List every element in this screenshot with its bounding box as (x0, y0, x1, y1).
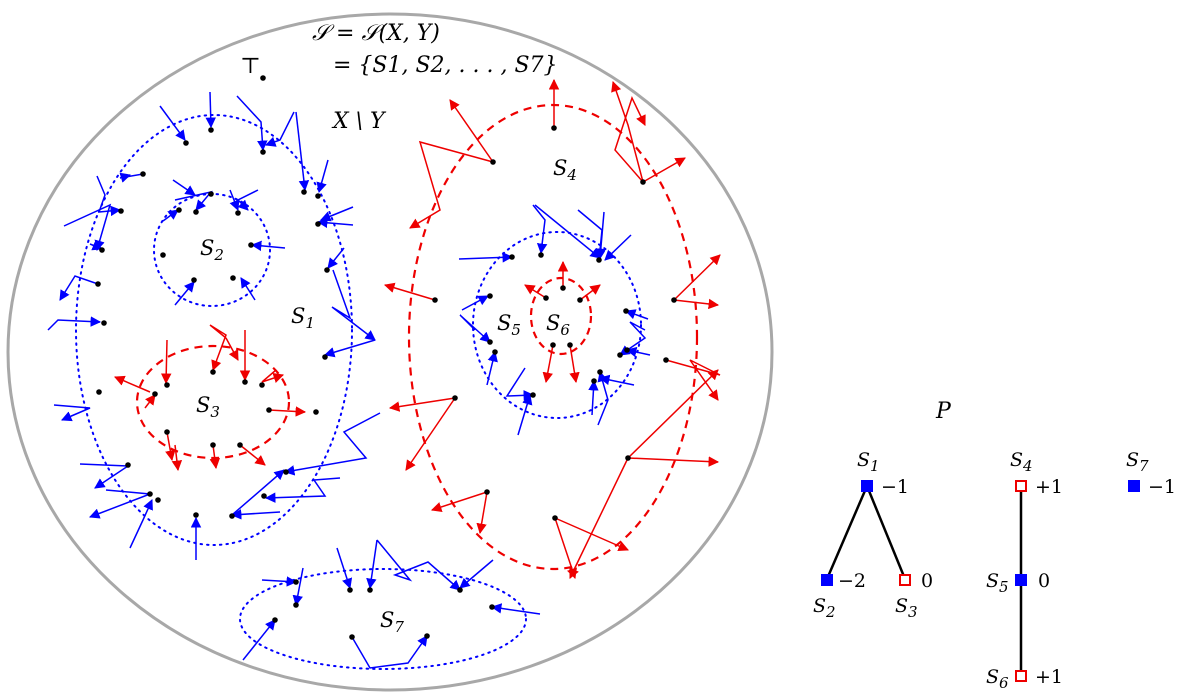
header-line2: = {S1, S2, . . . , S7} (333, 53, 558, 78)
poset: P S1 −1 −2 S2 0 S3 S4 +1 S5 0 S6 +1 S7 −… (813, 399, 1176, 692)
poset-value-S4: +1 (1035, 476, 1063, 498)
set-label-S4: S4 (553, 156, 577, 184)
set-S6-boundary (529, 276, 593, 356)
poset-title: P (935, 399, 952, 424)
top-element-label: ⊤ (240, 54, 261, 79)
poset-node-S2 (821, 574, 833, 586)
set-label-S6: S6 (546, 311, 570, 339)
poset-node-S7 (1128, 480, 1140, 492)
poset-label-S2: S2 (813, 595, 836, 621)
set-label-S1: S1 (291, 304, 315, 332)
set-label-S7: S7 (380, 608, 404, 636)
set-S5-boundary (472, 231, 642, 419)
set-S3-boundary (135, 344, 291, 460)
poset-node-S6 (1015, 670, 1027, 682)
blue-arrows (47, 91, 651, 669)
set-label-S3: S3 (196, 393, 220, 421)
poset-label-S1: S1 (857, 449, 880, 475)
poset-value-S6: +1 (1035, 666, 1063, 688)
header-line1: 𝒮 = 𝒮(X, Y) (312, 21, 440, 46)
poset-label-S3: S3 (895, 595, 918, 621)
set-S7-boundary (239, 568, 527, 670)
poset-edge-S1-S3 (865, 485, 907, 580)
poset-node-S3 (899, 574, 911, 586)
poset-label-S5: S5 (986, 570, 1009, 596)
set-label-S5: S5 (497, 311, 521, 339)
poset-edge-S1-S2 (825, 485, 869, 580)
set-label-S2: S2 (200, 236, 224, 264)
poset-node-S5 (1015, 574, 1027, 586)
universe-circle (6, 12, 774, 692)
red-arrows (114, 78, 721, 579)
poset-value-S5: 0 (1038, 570, 1050, 592)
poset-node-S1 (861, 480, 873, 492)
poset-value-S7: −1 (1148, 476, 1176, 498)
x-minus-y-label: X \ Y (331, 109, 387, 134)
poset-label-S6: S6 (986, 666, 1009, 692)
poset-label-S4: S4 (1010, 449, 1033, 475)
poset-label-S7: S7 (1126, 449, 1149, 475)
poset-value-S1: −1 (881, 476, 909, 498)
element-dots (95, 75, 677, 640)
set-S4-boundary (407, 103, 699, 571)
poset-value-S2: −2 (838, 570, 866, 592)
set-S1-boundary (75, 114, 353, 546)
poset-node-S4 (1015, 480, 1027, 492)
poset-value-S3: 0 (921, 570, 933, 592)
